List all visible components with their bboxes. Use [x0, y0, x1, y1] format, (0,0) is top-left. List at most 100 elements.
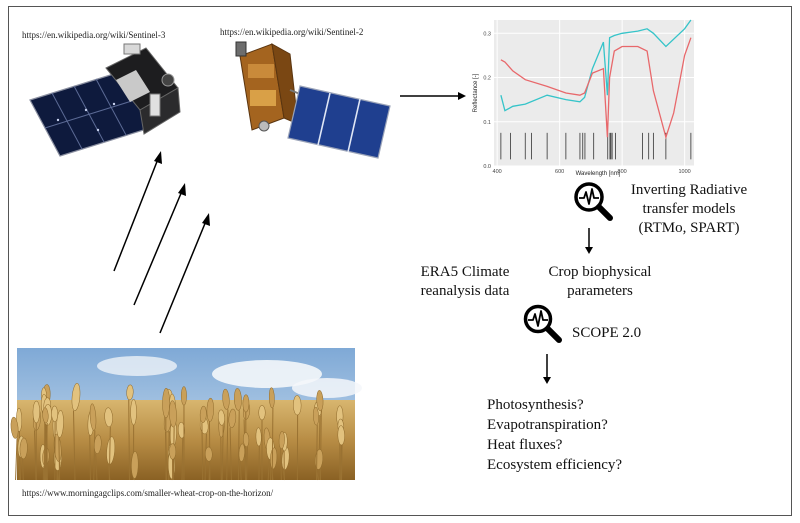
wheat-ear [243, 432, 250, 447]
output-question: Heat fluxes? [487, 437, 563, 453]
wheat-stem [45, 422, 48, 481]
chart-series-line [500, 19, 692, 112]
output-question: Photosynthesis? [487, 397, 584, 413]
wheat-stem [44, 416, 47, 481]
sentinel-2-solar-panel [287, 85, 391, 159]
wheat-ear [293, 395, 302, 416]
chart-y-tick-label: 0.1 [483, 120, 491, 126]
sentinel-3-body [105, 43, 181, 135]
wheat-stem [280, 448, 282, 481]
wheat-stem [226, 409, 229, 481]
wheat-stem [208, 461, 211, 481]
wheat-ear [316, 390, 324, 412]
wheat-ear [162, 388, 170, 419]
field-area [17, 400, 355, 480]
model-outputs-list: Photosynthesis? Evapotranspiration? Heat… [487, 395, 622, 475]
sentinel-3-solar-panel [29, 71, 151, 157]
wheat-stem [229, 427, 232, 481]
output-question: Ecosystem efficiency? [487, 457, 623, 473]
wheat-ear [242, 394, 250, 413]
wheat-ear [177, 422, 186, 439]
era5-label: ERA5 Climate reanalysis data [400, 263, 530, 301]
arrow-to-crop-parameters [585, 228, 593, 254]
chart-x-tick-label: 600 [555, 169, 564, 175]
wheat-ear [206, 397, 214, 422]
sentinel2-source-url[interactable]: https://en.wikipedia.org/wiki/Sentinel-2 [220, 27, 364, 37]
wheat-ear [199, 405, 207, 423]
wheat-stem [237, 410, 240, 481]
chart-x-tick-label: 800 [618, 169, 627, 175]
wheat-stem [93, 430, 96, 481]
era5-label-line: reanalysis data [420, 283, 510, 299]
wheat-ear [217, 409, 225, 426]
wheat-stem [315, 425, 318, 481]
wheat-stem [246, 446, 248, 481]
wheat-stem [19, 457, 22, 481]
rtm-label-line: transfer models [642, 201, 736, 217]
wheat-ear [104, 407, 113, 428]
wheat-ear [204, 446, 213, 462]
chart-y-tick-label: 0.2 [483, 76, 491, 82]
magnifier-signal-icon [574, 182, 613, 221]
sentinel-2-body [235, 41, 299, 132]
wheat-ear [130, 398, 137, 426]
wheat-stem [181, 438, 184, 481]
wheat-ear [19, 437, 28, 460]
output-question: Evapotranspiration? [487, 417, 608, 433]
chart-series-line [500, 37, 692, 140]
sentinel-2-satellite-image [235, 41, 391, 159]
sentinel-3-satellite-image [29, 43, 181, 157]
wheat-ear [313, 406, 319, 426]
wheat-ear [169, 443, 177, 460]
wheat-stem [239, 461, 242, 481]
wheat-ear [268, 387, 275, 409]
wheat-stem [58, 437, 61, 481]
sentinel3-source-url[interactable]: https://en.wikipedia.org/wiki/Sentinel-3 [22, 30, 166, 40]
wheat-ear [42, 407, 49, 424]
wheat-ear [278, 431, 285, 449]
wheat-stem [15, 438, 18, 481]
rtm-inversion-label: Inverting Radiative transfer models (RTM… [614, 181, 764, 238]
era5-label-line: ERA5 Climate [420, 264, 510, 280]
wheat-stem [22, 458, 24, 481]
wheat-ear [234, 388, 242, 411]
wheat-ear [180, 386, 187, 406]
wheat-ear [258, 405, 266, 421]
magnifier-signal-icon [523, 304, 562, 343]
crop-parameters-label: Crop biophysical parameters [530, 263, 670, 301]
wheat-stem [73, 410, 76, 481]
chart-y-tick-label: 0.3 [483, 31, 491, 37]
crop-label-line: Crop biophysical [548, 264, 652, 280]
rtm-label-line: (RTMo, SPART) [638, 220, 740, 236]
reflectance-spectrum-chart: 400 600 800 1000 0.0 0.1 0.2 0.3 Wavelength [n… [473, 19, 694, 177]
wheat-stem [95, 453, 98, 481]
up-arrow [133, 183, 186, 306]
crop-label-line: parameters [567, 283, 633, 299]
chart-x-axis-label: Wavelength [nm] [576, 171, 621, 177]
wheat-ear [51, 405, 58, 422]
up-arrow [113, 151, 162, 272]
wheat-stem [33, 430, 37, 481]
chart-x-tick-label: 400 [493, 169, 502, 175]
upward-arrows [113, 151, 210, 334]
chart-x-tick-label: 1000 [679, 169, 691, 175]
wheat-ear [56, 410, 64, 438]
chart-y-tick-label: 0.0 [483, 164, 491, 170]
wheat-ear [126, 384, 134, 401]
wheat-ear [93, 434, 102, 454]
wheat-ear [228, 408, 237, 428]
wheat-ear [255, 427, 262, 447]
arrow-to-spectrum [400, 92, 466, 100]
wheat-photo-source-url[interactable]: https://www.morningagclips.com/smaller-w… [22, 488, 274, 498]
wheat-stem [201, 422, 204, 481]
wheat-stem [128, 399, 130, 481]
wheat-stem [221, 425, 224, 481]
wheat-ear [169, 400, 177, 428]
wheat-ear [89, 403, 97, 431]
arrow-to-outputs [543, 354, 551, 384]
wheat-ear [337, 425, 345, 446]
wheat-stem [319, 410, 322, 481]
wheat-stem [89, 435, 91, 481]
wheat-ear [10, 416, 19, 439]
wheat-field-photo [10, 348, 362, 481]
